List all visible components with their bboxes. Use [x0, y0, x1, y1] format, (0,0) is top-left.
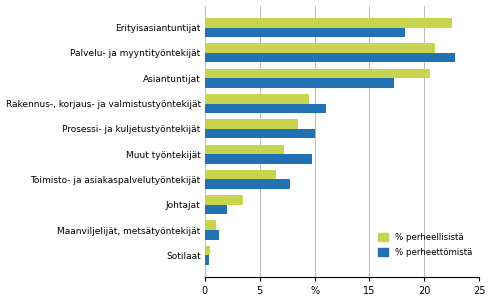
Bar — [205, 255, 209, 265]
Legend: % perheellisistä, % perheettömistä: % perheellisistä, % perheettömistä — [375, 230, 475, 259]
Bar — [205, 246, 210, 255]
Bar — [205, 69, 430, 78]
Bar — [205, 195, 243, 205]
Bar — [205, 170, 276, 179]
Bar — [205, 78, 394, 88]
Bar — [205, 119, 298, 129]
Bar — [205, 94, 309, 104]
Bar — [205, 27, 405, 37]
Bar — [205, 18, 452, 27]
Bar — [205, 154, 312, 164]
Bar — [205, 53, 455, 63]
Bar — [205, 230, 219, 240]
Bar — [205, 179, 291, 189]
Bar — [205, 220, 216, 230]
Bar — [205, 129, 315, 138]
Bar — [205, 145, 284, 154]
Bar — [205, 205, 227, 214]
Bar — [205, 43, 436, 53]
Bar — [205, 104, 326, 113]
